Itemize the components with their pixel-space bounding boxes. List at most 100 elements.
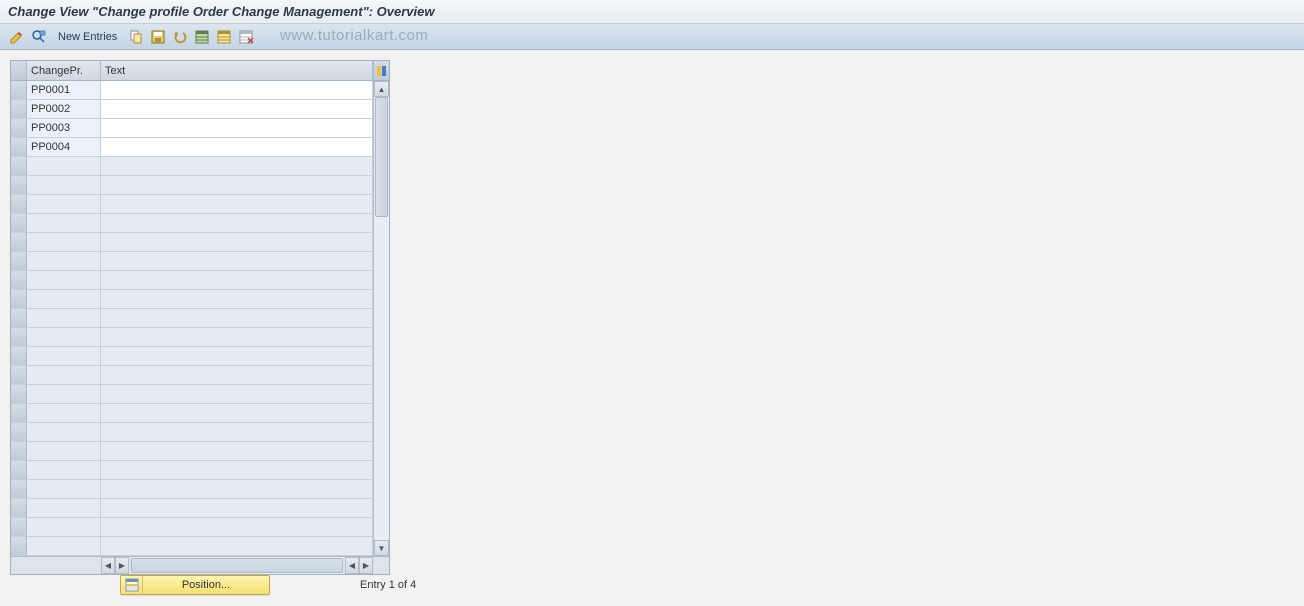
cell-text[interactable] (101, 461, 373, 479)
scroll-down-button[interactable]: ▼ (374, 540, 389, 556)
cell-changepr[interactable] (27, 366, 101, 384)
cell-text[interactable] (101, 195, 373, 213)
cell-text[interactable] (101, 214, 373, 232)
cell-changepr[interactable] (27, 252, 101, 270)
row-selector[interactable] (11, 461, 27, 479)
scroll-left-fast-button[interactable]: ▶ (115, 557, 129, 574)
scroll-right-button[interactable]: ◀ (345, 557, 359, 574)
hscroll-thumb[interactable] (131, 558, 343, 573)
selection-icon[interactable] (30, 28, 48, 46)
row-selector[interactable] (11, 385, 27, 403)
column-header-changepr[interactable]: ChangePr. (27, 61, 101, 80)
cell-changepr[interactable]: PP0002 (27, 100, 101, 118)
vertical-scrollbar[interactable]: ▲ ▼ (373, 81, 389, 556)
change-icon[interactable] (8, 28, 26, 46)
row-selector[interactable] (11, 480, 27, 498)
cell-text[interactable] (101, 119, 373, 137)
row-selector[interactable] (11, 176, 27, 194)
cell-text[interactable] (101, 404, 373, 422)
cell-changepr[interactable] (27, 271, 101, 289)
select-block-icon[interactable] (215, 28, 233, 46)
cell-changepr[interactable] (27, 157, 101, 175)
row-selector[interactable] (11, 309, 27, 327)
cell-changepr[interactable] (27, 480, 101, 498)
row-selector[interactable] (11, 404, 27, 422)
cell-changepr[interactable] (27, 423, 101, 441)
row-selector[interactable] (11, 518, 27, 536)
cell-changepr[interactable] (27, 328, 101, 346)
row-selector[interactable] (11, 252, 27, 270)
row-selector[interactable] (11, 119, 27, 137)
vscroll-track[interactable] (374, 97, 389, 540)
cell-changepr[interactable] (27, 461, 101, 479)
cell-text[interactable] (101, 176, 373, 194)
cell-changepr[interactable] (27, 214, 101, 232)
row-selector[interactable] (11, 138, 27, 156)
row-selector[interactable] (11, 81, 27, 99)
cell-changepr[interactable]: PP0001 (27, 81, 101, 99)
cell-text[interactable] (101, 385, 373, 403)
deselect-all-icon[interactable] (237, 28, 255, 46)
cell-changepr[interactable] (27, 537, 101, 555)
row-selector[interactable] (11, 214, 27, 232)
cell-text[interactable] (101, 442, 373, 460)
cell-text[interactable] (101, 233, 373, 251)
horizontal-scrollbar[interactable]: ◀ ▶ ◀ ▶ (11, 556, 389, 574)
cell-text[interactable] (101, 309, 373, 327)
row-selector[interactable] (11, 328, 27, 346)
row-selector[interactable] (11, 271, 27, 289)
cell-text[interactable] (101, 518, 373, 536)
row-selector[interactable] (11, 366, 27, 384)
cell-changepr[interactable] (27, 347, 101, 365)
scroll-right-fast-button[interactable]: ▶ (359, 557, 373, 574)
vscroll-thumb[interactable] (375, 97, 388, 217)
cell-changepr[interactable] (27, 233, 101, 251)
scroll-left-button[interactable]: ◀ (101, 557, 115, 574)
copy-icon[interactable] (127, 28, 145, 46)
cell-changepr[interactable] (27, 176, 101, 194)
select-all-icon[interactable] (193, 28, 211, 46)
cell-text[interactable] (101, 480, 373, 498)
save-icon[interactable] (149, 28, 167, 46)
cell-changepr[interactable] (27, 404, 101, 422)
cell-changepr[interactable] (27, 442, 101, 460)
new-entries-button[interactable]: New Entries (52, 29, 123, 45)
hscroll-track[interactable] (131, 557, 343, 574)
cell-text[interactable] (101, 423, 373, 441)
cell-text[interactable] (101, 138, 373, 156)
row-selector[interactable] (11, 195, 27, 213)
cell-text[interactable] (101, 290, 373, 308)
cell-changepr[interactable] (27, 290, 101, 308)
cell-text[interactable] (101, 328, 373, 346)
row-selector[interactable] (11, 442, 27, 460)
row-selector[interactable] (11, 347, 27, 365)
table-settings-icon[interactable] (373, 61, 389, 80)
scroll-up-button[interactable]: ▲ (374, 81, 389, 97)
position-button[interactable]: Position... (120, 575, 270, 595)
cell-text[interactable] (101, 157, 373, 175)
row-selector[interactable] (11, 100, 27, 118)
cell-changepr[interactable] (27, 195, 101, 213)
cell-text[interactable] (101, 499, 373, 517)
cell-text[interactable] (101, 537, 373, 555)
row-selector[interactable] (11, 233, 27, 251)
cell-changepr[interactable] (27, 309, 101, 327)
row-selector[interactable] (11, 537, 27, 555)
cell-text[interactable] (101, 252, 373, 270)
cell-text[interactable] (101, 347, 373, 365)
row-selector[interactable] (11, 157, 27, 175)
row-selector[interactable] (11, 499, 27, 517)
cell-text[interactable] (101, 271, 373, 289)
cell-changepr[interactable]: PP0003 (27, 119, 101, 137)
row-selector-header[interactable] (11, 61, 27, 80)
undo-icon[interactable] (171, 28, 189, 46)
cell-changepr[interactable]: PP0004 (27, 138, 101, 156)
cell-text[interactable] (101, 81, 373, 99)
cell-changepr[interactable] (27, 385, 101, 403)
cell-text[interactable] (101, 366, 373, 384)
row-selector[interactable] (11, 423, 27, 441)
column-header-text[interactable]: Text (101, 61, 373, 80)
cell-changepr[interactable] (27, 499, 101, 517)
cell-changepr[interactable] (27, 518, 101, 536)
cell-text[interactable] (101, 100, 373, 118)
